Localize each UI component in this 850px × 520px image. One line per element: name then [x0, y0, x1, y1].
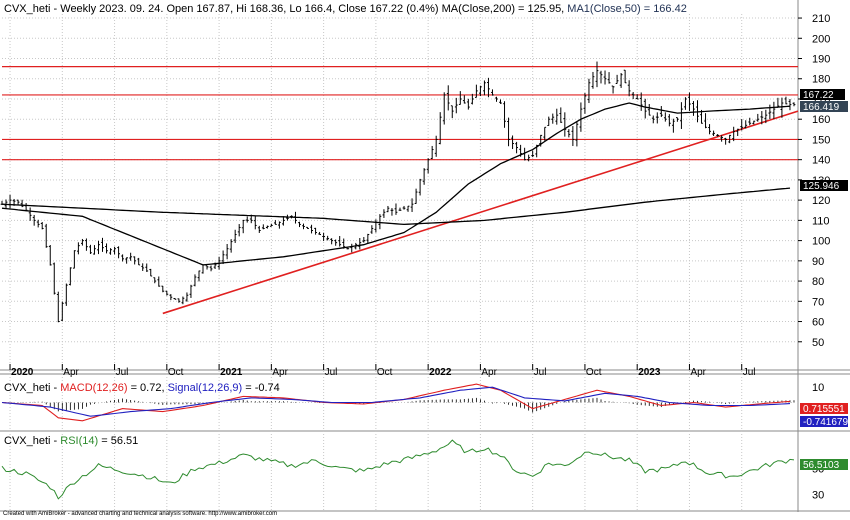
- ma50-line: [1, 102, 791, 266]
- y-tick-label: 110: [812, 215, 830, 227]
- y-tick-label: 50: [812, 337, 824, 349]
- rsi-y-tick-label: 30: [812, 489, 824, 501]
- y-tick-label: 120: [812, 195, 830, 207]
- y-tick-label: 150: [812, 134, 830, 146]
- y-tick-label: 160: [812, 114, 830, 126]
- x-tick-label: 2021: [220, 367, 243, 378]
- svg-text:0.715551: 0.715551: [803, 404, 845, 415]
- y-tick-label: 90: [812, 256, 824, 268]
- footer-credit: Created with AmiBroker - advanced charti…: [3, 511, 278, 517]
- y-tick-label: 180: [812, 74, 830, 86]
- y-tick-label: 70: [812, 296, 824, 308]
- rsi-panel-title: CVX_heti - RSI(14) = 56.51: [4, 435, 138, 447]
- signal-line: [1, 386, 791, 417]
- x-tick-label: Jul: [325, 367, 338, 378]
- macd-panel-title: CVX_heti - MACD(12,26) = 0.72, Signal(12…: [4, 382, 280, 394]
- x-tick-label: Oct: [168, 367, 184, 378]
- x-tick-label: Apr: [690, 367, 706, 378]
- x-tick-label: Apr: [63, 367, 79, 378]
- price-panel-title: CVX_heti - Weekly 2023. 09. 24. Open 167…: [4, 3, 687, 15]
- macd-panel: 10: [1, 382, 824, 422]
- y-tick-label: 190: [812, 54, 830, 66]
- svg-text:125.946: 125.946: [803, 181, 840, 192]
- macd-value-tag: 0.715551: [800, 403, 848, 415]
- last-price-tag: 167.22: [800, 89, 845, 101]
- ma200-line: [1, 187, 791, 226]
- x-tick-label: Jul: [743, 367, 756, 378]
- price-panel: [0, 61, 799, 323]
- rsi-value-tag: 56.5103: [800, 459, 848, 471]
- svg-text:167.22: 167.22: [803, 90, 834, 101]
- x-tick-label: Oct: [377, 367, 393, 378]
- y-tick-label: 60: [812, 317, 824, 329]
- y-tick-label: 100: [812, 236, 830, 248]
- y-tick-label: 200: [812, 33, 830, 45]
- x-tick-label: 2020: [11, 367, 34, 378]
- x-tick-label: Jul: [534, 367, 547, 378]
- x-tick-label: 2022: [429, 367, 452, 378]
- ma50-tag: 166.419: [800, 101, 848, 113]
- svg-text:166.419: 166.419: [803, 102, 840, 113]
- svg-text:56.5103: 56.5103: [803, 460, 840, 471]
- x-tick-label: 2023: [638, 367, 661, 378]
- trendline: [162, 110, 799, 315]
- x-tick-label: Apr: [272, 367, 288, 378]
- x-tick-label: Apr: [481, 367, 497, 378]
- svg-text:-0.741679: -0.741679: [803, 417, 848, 428]
- rsi-line: [1, 439, 795, 500]
- y-tick-label: 80: [812, 276, 824, 288]
- x-tick-label: Jul: [116, 367, 129, 378]
- macd-y-tick-label: 10: [812, 382, 824, 394]
- x-tick-label: Oct: [586, 367, 602, 378]
- signal-value-tag: -0.741679: [800, 416, 848, 428]
- y-tick-label: 140: [812, 155, 830, 167]
- ma200-tag: 125.946: [800, 180, 848, 192]
- rsi-panel: 5030: [1, 439, 824, 501]
- y-tick-label: 210: [812, 13, 830, 25]
